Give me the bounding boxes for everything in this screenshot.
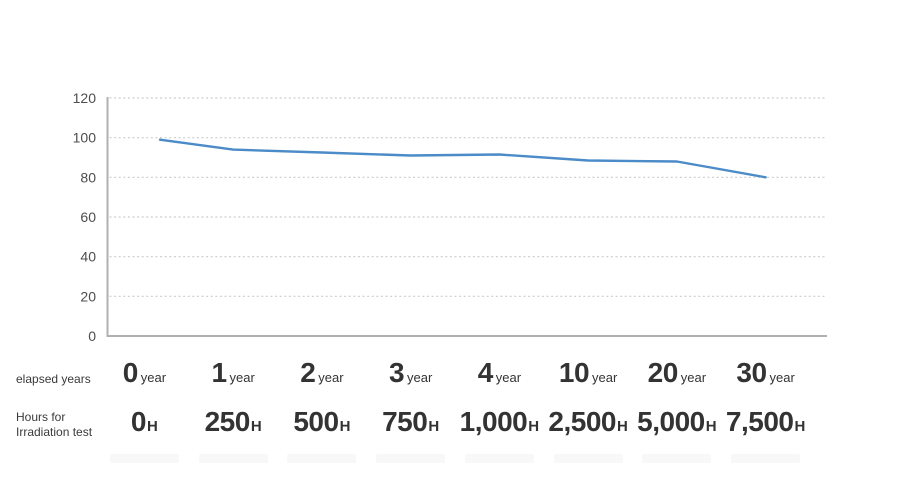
irradiation-hours-header-line2: Irradiation test: [16, 424, 93, 439]
faint-table-cell: [455, 452, 544, 464]
faint-table-cell: [189, 452, 278, 464]
faint-table-bar: [287, 453, 357, 463]
irradiation-hours-header-line1: Hours for: [16, 410, 66, 424]
elapsed-years-cell-value: 3: [388, 357, 405, 388]
elapsed-years-cell-unit: year: [680, 370, 707, 385]
faint-table-bar: [109, 453, 179, 463]
irradiation-hours-cell: 500 H: [278, 404, 367, 450]
faint-table-bar: [198, 453, 268, 463]
elapsed-years-cell-value: 0: [122, 357, 139, 388]
elapsed-years-cell-unit: year: [229, 370, 255, 385]
elapsed-years-cell-unit: year: [495, 370, 522, 385]
elapsed-years-cell-unit: year: [407, 370, 433, 385]
irradiation-hours-cell: 750 H: [366, 404, 455, 450]
elapsed-years-cell: 1 year: [189, 355, 278, 399]
irradiation-hours-cell-value: 250: [204, 406, 251, 437]
irradiation-hours-cell: 5,000 H: [633, 404, 722, 450]
irradiation-hours-cell-unit: H: [528, 418, 540, 435]
elapsed-years-cell-value: 1: [211, 357, 227, 388]
elapsed-years-cell: 0 year: [100, 355, 189, 399]
irradiation-hours-cell-value: 7,500: [725, 406, 794, 437]
faint-table-cell: [544, 452, 633, 464]
elapsed-years-cell-value: 2: [300, 357, 316, 388]
elapsed-years-cell: 20 year: [633, 355, 722, 399]
irradiation-hours-cell: 7,500 H: [721, 404, 810, 450]
y-axis-tick-label: 0: [88, 328, 96, 344]
faint-table-cell: [100, 452, 189, 464]
line-chart: 0 20 40 60 80 100 120: [73, 90, 827, 344]
faint-table-bar: [731, 453, 801, 463]
faint-table-cell: [633, 452, 722, 464]
y-axis-tick-label: 100: [73, 130, 97, 146]
faint-table-bar: [642, 453, 712, 463]
irradiation-hours-cell-unit: H: [616, 418, 628, 435]
irradiation-hours-cell: 1,000 H: [455, 404, 544, 450]
y-axis-tick-label: 60: [80, 209, 96, 225]
faint-table-row-header-spacer: [0, 452, 100, 464]
faint-table-bar: [464, 453, 534, 463]
irradiation-hours-cell-unit: H: [250, 418, 262, 435]
faint-table-bar: [553, 453, 623, 463]
irradiation-hours-cell: 2,500 H: [544, 404, 633, 450]
data-series-line: [158, 138, 767, 179]
irradiation-hours-cell-unit: H: [705, 418, 717, 435]
irradiation-hours-cell-unit: H: [428, 418, 440, 435]
irradiation-hours-cell-value: 500: [293, 406, 339, 437]
irradiation-hours-cell-value: 0: [130, 406, 147, 437]
irradiation-hours-cell-unit: H: [146, 418, 158, 435]
faint-table-bar: [376, 453, 446, 463]
elapsed-years-cell: 30 year: [721, 355, 810, 399]
elapsed-years-row: elapsed years 0 year 1 year 2 year 3 year 4 year 1…: [0, 355, 810, 399]
irradiation-hours-cell: 250 H: [189, 404, 278, 450]
irradiation-hours-header: Hours for Irradiation test: [0, 404, 100, 450]
elapsed-years-cell: 4 year: [455, 355, 544, 399]
faint-table-row: [0, 452, 810, 464]
elapsed-years-cell-unit: year: [318, 370, 344, 385]
elapsed-years-cell-unit: year: [769, 370, 795, 385]
y-axis-tick-label: 80: [80, 169, 96, 185]
irradiation-hours-cell-value: 5,000: [637, 406, 705, 437]
elapsed-years-cell: 3 year: [366, 355, 455, 399]
y-axis-tick-label: 40: [80, 249, 96, 265]
faint-table-cell: [366, 452, 455, 464]
irradiation-hours-cell-value: 750: [382, 406, 428, 437]
irradiation-hours-cell-value: 1,000: [459, 406, 528, 437]
faint-table-cell: [278, 452, 367, 464]
irradiation-hours-cell-value: 2,500: [548, 406, 616, 437]
elapsed-years-cell-value: 10: [558, 357, 590, 388]
irradiation-hours-row: Hours for Irradiation test 0 H 250 H 500 H 750…: [0, 404, 810, 450]
y-axis-tick-label: 120: [73, 90, 97, 106]
elapsed-years-cell: 2 year: [278, 355, 367, 399]
elapsed-years-cell-value: 4: [477, 357, 494, 388]
elapsed-years-cell-unit: year: [592, 370, 618, 385]
elapsed-years-cell-value: 30: [736, 357, 767, 388]
elapsed-years-header: elapsed years: [16, 372, 91, 386]
irradiation-hours-cell-unit: H: [339, 418, 351, 435]
y-axis-tick-label: 20: [80, 288, 96, 304]
elapsed-years-cell-value: 20: [647, 357, 679, 388]
faint-table-cell: [721, 452, 810, 464]
elapsed-years-cell-unit: year: [140, 370, 167, 385]
elapsed-years-cell: 10 year: [544, 355, 633, 399]
irradiation-hours-cell-unit: H: [794, 418, 806, 435]
